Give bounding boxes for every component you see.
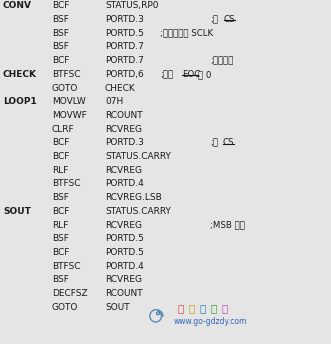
Text: CLRF: CLRF	[52, 125, 74, 134]
Text: RCVREG: RCVREG	[105, 166, 142, 175]
Text: BSF: BSF	[52, 234, 69, 243]
Text: DECFSZ: DECFSZ	[52, 289, 88, 298]
Text: MOVWF: MOVWF	[52, 111, 87, 120]
Text: RCOUNT: RCOUNT	[105, 111, 143, 120]
Text: MOVLW: MOVLW	[52, 97, 86, 106]
Text: 07H: 07H	[105, 97, 123, 106]
Text: CS: CS	[224, 15, 235, 24]
Text: GOTO: GOTO	[52, 84, 78, 93]
Text: CHECK: CHECK	[3, 70, 37, 79]
Text: RCOUNT: RCOUNT	[105, 289, 143, 298]
Text: 电: 电	[189, 303, 195, 313]
Text: RCVREG: RCVREG	[105, 125, 142, 134]
Text: CONV: CONV	[3, 1, 32, 10]
Text: BCF: BCF	[52, 1, 70, 10]
Text: LOOP1: LOOP1	[3, 97, 37, 106]
Text: 座: 座	[211, 303, 217, 313]
Text: CHECK: CHECK	[105, 84, 136, 93]
Text: BCF: BCF	[52, 248, 70, 257]
Text: PORTD.5: PORTD.5	[105, 248, 144, 257]
Text: PORTD.5: PORTD.5	[105, 29, 144, 38]
Text: PORTD.4: PORTD.4	[105, 262, 144, 271]
Text: BSF: BSF	[52, 29, 69, 38]
Text: CS: CS	[223, 138, 234, 147]
Text: BCF: BCF	[52, 152, 70, 161]
Text: ;等待: ;等待	[160, 70, 173, 79]
Text: 网: 网	[222, 303, 228, 313]
Text: BCF: BCF	[52, 138, 70, 147]
Text: PORTD.7: PORTD.7	[105, 42, 144, 52]
Text: 器: 器	[200, 303, 206, 313]
Text: PORTD.5: PORTD.5	[105, 234, 144, 243]
Text: RLF: RLF	[52, 166, 69, 175]
Text: 为 0: 为 0	[198, 70, 212, 79]
Text: SOUT: SOUT	[3, 207, 31, 216]
Text: BCF: BCF	[52, 207, 70, 216]
Text: ;MSB 在前: ;MSB 在前	[210, 221, 245, 229]
Text: STATUS.CARRY: STATUS.CARRY	[105, 207, 171, 216]
Text: GOTO: GOTO	[52, 303, 78, 312]
Text: RLF: RLF	[52, 221, 69, 229]
Text: STATUS,RP0: STATUS,RP0	[105, 1, 159, 10]
Text: BSF: BSF	[52, 193, 69, 202]
Text: ;开: ;开	[210, 138, 218, 147]
Text: STATUS.CARRY: STATUS.CARRY	[105, 152, 171, 161]
Text: PORTD.4: PORTD.4	[105, 180, 144, 189]
Text: BTFSC: BTFSC	[52, 180, 80, 189]
Text: BSF: BSF	[52, 15, 69, 24]
Text: PORTD.3: PORTD.3	[105, 138, 144, 147]
Text: RCVREG: RCVREG	[105, 276, 142, 284]
Text: EOC: EOC	[182, 70, 200, 79]
Text: ;关传输脉冲 SCLK: ;关传输脉冲 SCLK	[160, 29, 213, 38]
Text: www.go-gdzdy.com: www.go-gdzdy.com	[174, 317, 247, 326]
Text: ;开始转换: ;开始转换	[210, 56, 233, 65]
Text: BSF: BSF	[52, 42, 69, 52]
Text: RCVREG: RCVREG	[105, 221, 142, 229]
Text: SOUT: SOUT	[105, 303, 130, 312]
Text: PORTD,6: PORTD,6	[105, 70, 144, 79]
Text: ;关: ;关	[210, 15, 218, 24]
Text: BCF: BCF	[52, 56, 70, 65]
Text: 鼎: 鼎	[178, 303, 184, 313]
Text: BSF: BSF	[52, 276, 69, 284]
Text: BTFSC: BTFSC	[52, 70, 80, 79]
Text: PORTD.3: PORTD.3	[105, 15, 144, 24]
Text: PORTD.7: PORTD.7	[105, 56, 144, 65]
Text: RCVREG.LSB: RCVREG.LSB	[105, 193, 162, 202]
Text: BTFSC: BTFSC	[52, 262, 80, 271]
